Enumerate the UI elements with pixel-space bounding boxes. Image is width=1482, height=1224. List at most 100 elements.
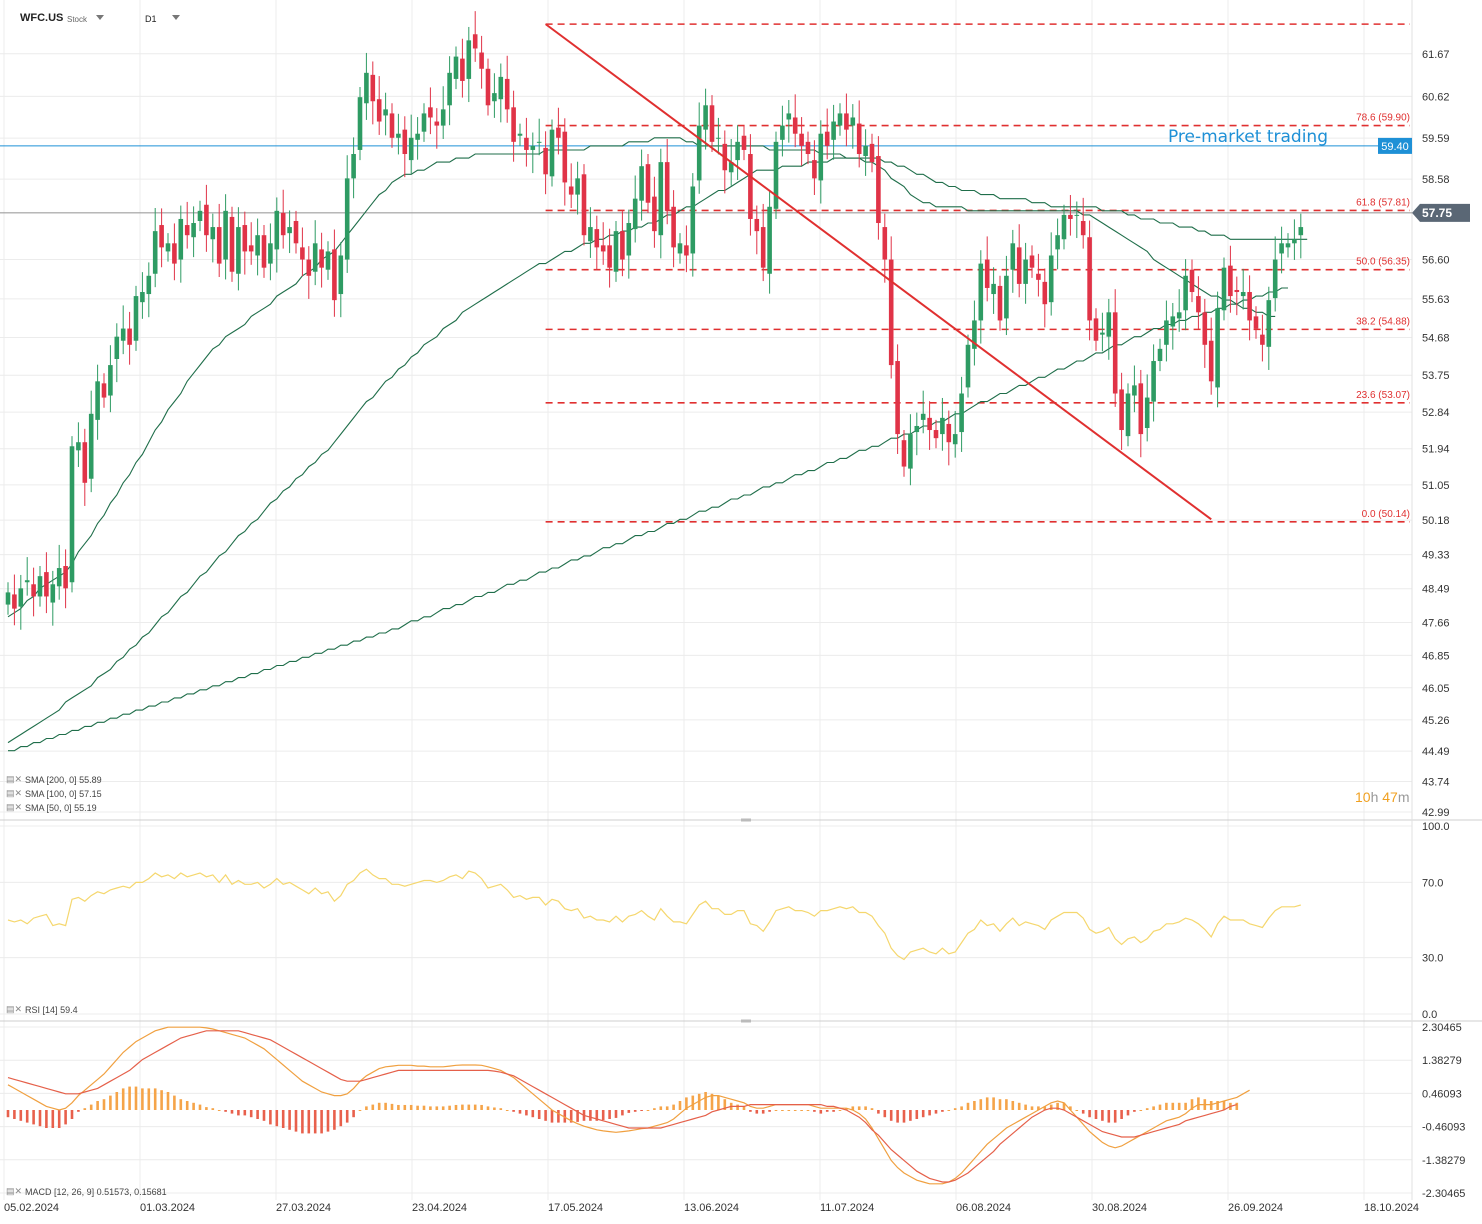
candle[interactable] — [1234, 276, 1240, 316]
candle[interactable] — [492, 73, 497, 118]
candle[interactable] — [1170, 302, 1176, 350]
candle[interactable] — [882, 213, 888, 283]
candle[interactable] — [799, 117, 804, 166]
candle[interactable] — [1144, 374, 1150, 442]
candle[interactable] — [293, 210, 299, 254]
candle[interactable] — [632, 175, 638, 243]
candle[interactable] — [1202, 298, 1208, 368]
candle[interactable] — [236, 207, 241, 291]
candle[interactable] — [1215, 291, 1220, 408]
candle[interactable] — [1016, 224, 1022, 298]
candle[interactable] — [709, 95, 715, 152]
candle[interactable] — [1292, 219, 1297, 260]
candle[interactable] — [5, 582, 11, 615]
candle[interactable] — [722, 130, 728, 194]
legend-macd[interactable]: ▤✕ MACD [12, 26, 9] 0.51573, 0.15681 — [6, 1186, 167, 1197]
candle[interactable] — [888, 236, 894, 379]
trendline[interactable] — [545, 23, 1212, 521]
candle[interactable] — [940, 397, 945, 451]
candle[interactable] — [440, 86, 446, 139]
candle[interactable] — [1221, 257, 1227, 321]
candle[interactable] — [344, 155, 350, 273]
candles[interactable] — [5, 11, 1304, 630]
candle[interactable] — [1189, 259, 1195, 303]
candle[interactable] — [127, 311, 132, 365]
candle[interactable] — [402, 116, 408, 178]
candle[interactable] — [210, 213, 216, 263]
candle[interactable] — [613, 220, 619, 282]
candle[interactable] — [351, 137, 356, 199]
candle[interactable] — [1080, 197, 1086, 249]
candle[interactable] — [287, 210, 292, 254]
candle[interactable] — [223, 194, 228, 280]
candle[interactable] — [479, 35, 484, 89]
candle[interactable] — [504, 55, 510, 123]
candle[interactable] — [242, 211, 248, 275]
candle[interactable] — [338, 242, 344, 318]
candle[interactable] — [447, 56, 452, 126]
candle[interactable] — [472, 11, 478, 62]
candle[interactable] — [1023, 242, 1028, 304]
candle[interactable] — [101, 373, 107, 408]
candle[interactable] — [306, 246, 312, 299]
candle[interactable] — [908, 414, 913, 486]
candle[interactable] — [357, 87, 363, 161]
candle[interactable] — [172, 223, 177, 281]
candle[interactable] — [1132, 365, 1137, 413]
candle[interactable] — [1055, 218, 1060, 270]
candle[interactable] — [261, 225, 267, 278]
candle[interactable] — [274, 197, 280, 273]
candle[interactable] — [1138, 369, 1144, 458]
candle[interactable] — [760, 203, 766, 282]
candle[interactable] — [850, 104, 856, 149]
candle[interactable] — [946, 410, 952, 466]
candle[interactable] — [114, 323, 120, 383]
candle[interactable] — [594, 215, 600, 271]
candle[interactable] — [645, 154, 651, 213]
candle[interactable] — [952, 410, 958, 458]
candle[interactable] — [1100, 312, 1105, 352]
candle[interactable] — [831, 104, 836, 160]
candle[interactable] — [76, 422, 81, 467]
candle[interactable] — [530, 132, 536, 174]
candle[interactable] — [466, 26, 472, 103]
symbol-dropdown-icon[interactable] — [96, 15, 104, 20]
candle[interactable] — [575, 161, 580, 215]
candle[interactable] — [108, 345, 113, 413]
candle[interactable] — [812, 140, 817, 196]
candle[interactable] — [1247, 275, 1252, 341]
candle[interactable] — [664, 138, 670, 225]
candle[interactable] — [146, 262, 152, 318]
legend-sma200[interactable]: ▤✕ SMA [200, 0] 55.89 — [6, 774, 102, 785]
candle[interactable] — [325, 241, 331, 280]
candle[interactable] — [524, 117, 529, 167]
candle[interactable] — [863, 129, 868, 176]
candle[interactable] — [927, 401, 932, 450]
candle[interactable] — [517, 123, 523, 146]
candle[interactable] — [319, 232, 324, 288]
settings-icon[interactable]: ▤✕ — [6, 1186, 23, 1196]
candle[interactable] — [920, 390, 926, 434]
candle[interactable] — [984, 236, 990, 302]
candle[interactable] — [1010, 229, 1016, 293]
candle[interactable] — [588, 207, 593, 258]
candle[interactable] — [876, 136, 881, 240]
candle[interactable] — [1068, 195, 1073, 236]
candle[interactable] — [312, 220, 318, 286]
candle[interactable] — [204, 184, 209, 252]
candle[interactable] — [1228, 245, 1233, 313]
candle[interactable] — [69, 436, 75, 593]
settings-icon[interactable]: ▤✕ — [6, 1004, 23, 1014]
candle[interactable] — [396, 113, 401, 155]
candle[interactable] — [741, 125, 747, 161]
candle[interactable] — [549, 119, 555, 187]
candle[interactable] — [389, 103, 395, 148]
candle[interactable] — [1183, 259, 1188, 331]
candle[interactable] — [140, 272, 145, 319]
candle[interactable] — [696, 102, 702, 194]
candle[interactable] — [658, 148, 664, 259]
candle[interactable] — [671, 190, 676, 268]
candle[interactable] — [1004, 255, 1009, 336]
candle[interactable] — [370, 61, 376, 125]
candle[interactable] — [498, 63, 504, 123]
